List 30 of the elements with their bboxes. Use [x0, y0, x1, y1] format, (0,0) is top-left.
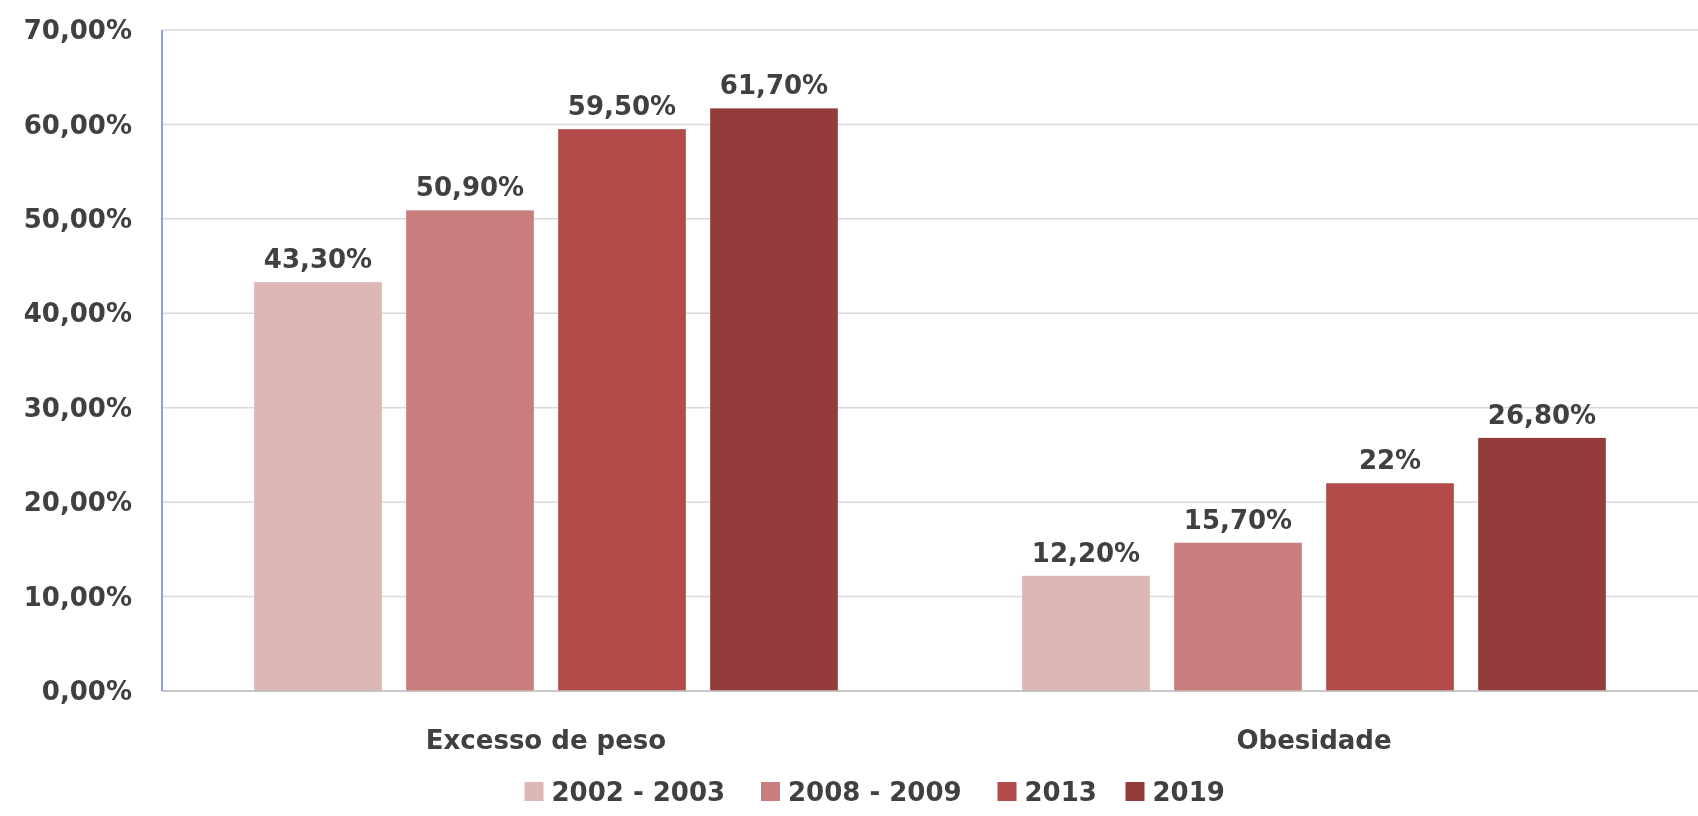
y-tick-label: 30,00%	[23, 392, 132, 423]
data-label: 59,50%	[567, 91, 677, 122]
data-label: 43,30%	[263, 244, 373, 275]
data-label: 22%	[1358, 445, 1422, 476]
y-tick-label: 50,00%	[23, 203, 132, 234]
x-tick-label: Excesso de peso	[425, 725, 667, 755]
legend-label: 2013	[1024, 777, 1097, 807]
bar	[1326, 483, 1454, 691]
bar	[1174, 542, 1302, 691]
bar	[710, 108, 838, 691]
data-label: 15,70%	[1183, 504, 1293, 535]
y-tick-label: 20,00%	[23, 487, 132, 518]
y-tick-label: 10,00%	[23, 581, 132, 612]
bar	[1478, 437, 1606, 691]
bar	[254, 282, 382, 691]
bar	[1022, 575, 1150, 691]
data-label: 50,90%	[415, 172, 525, 203]
legend-label: 2008 - 2009	[788, 777, 962, 807]
y-tick-label: 60,00%	[23, 109, 132, 140]
legend-label: 2019	[1152, 777, 1225, 807]
x-tick-label: Obesidade	[1236, 725, 1392, 755]
data-label: 12,20%	[1031, 537, 1141, 568]
bar	[558, 129, 686, 691]
bar	[406, 210, 534, 691]
y-tick-label: 0,00%	[41, 676, 132, 707]
y-tick-label: 40,00%	[23, 298, 132, 329]
data-label: 26,80%	[1487, 399, 1597, 430]
data-label: 61,70%	[719, 70, 829, 101]
y-tick-label: 70,00%	[23, 15, 132, 46]
legend-label: 2002 - 2003	[551, 777, 726, 807]
